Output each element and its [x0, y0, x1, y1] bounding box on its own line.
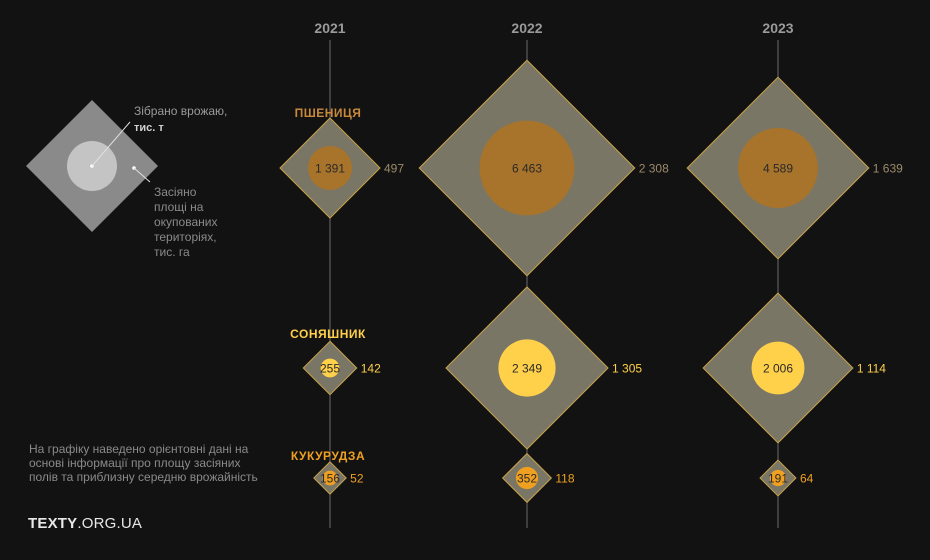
harvest-value-label: 191 — [768, 472, 788, 486]
harvest-value-label: 352 — [517, 472, 537, 486]
series-label-wheat: ПШЕНИЦЯ — [295, 106, 362, 120]
area-value-label: 52 — [350, 472, 364, 486]
area-value-label: 64 — [800, 472, 814, 486]
legend-area-line: окупованих — [154, 215, 217, 229]
harvest-circle-wheat-2023 — [738, 128, 818, 208]
area-value-label: 1 305 — [612, 362, 642, 376]
harvest-circle-wheat-2022 — [479, 120, 575, 216]
legend-harvest-unit: тис. т — [134, 122, 164, 134]
area-value-label: 1 639 — [873, 162, 903, 176]
area-value-label: 142 — [361, 362, 381, 376]
harvest-circle-corn-2021 — [322, 470, 338, 486]
area-value-label: 2 308 — [639, 162, 669, 176]
legend-area-leader — [133, 167, 151, 183]
harvest-circle-wheat-2021 — [308, 146, 352, 190]
harvest-circle-corn-2023 — [769, 469, 787, 487]
harvest-value-label: 1 391 — [315, 162, 345, 176]
harvest-value-label: 156 — [320, 472, 340, 486]
harvest-value-label: 2 006 — [763, 362, 793, 376]
area-value-label: 1 114 — [857, 362, 886, 376]
harvest-circle-corn-2022 — [515, 466, 539, 490]
legend-harvest-leader — [91, 121, 131, 167]
area-value-label: 497 — [384, 162, 404, 176]
year-label-2022: 2022 — [511, 20, 542, 36]
year-label-2021: 2021 — [314, 20, 345, 36]
series-label-sunflower: СОНЯШНИК — [290, 327, 366, 341]
legend-harvest-label: Зібрано врожаю, — [134, 104, 227, 118]
harvest-circle-sunflower-2021 — [320, 358, 340, 378]
harvest-value-label: 2 349 — [512, 362, 542, 376]
harvest-value-label: 255 — [320, 362, 340, 376]
harvest-circle-sunflower-2023 — [751, 341, 805, 395]
brand-rest: .ORG.UA — [77, 515, 143, 532]
harvest-value-label: 6 463 — [512, 162, 542, 176]
legend-area-line: територіях, — [154, 230, 217, 244]
brand-bold: TEXTY — [28, 515, 78, 532]
legend-area-line: Засіяно — [154, 185, 197, 199]
legend-area-line: тис. га — [154, 245, 190, 259]
year-label-2023: 2023 — [762, 20, 793, 36]
legend-area-line: площі на — [154, 200, 204, 214]
series-label-corn: КУКУРУДЗА — [291, 449, 365, 463]
brand-logo: TEXTY.ORG.UA — [28, 515, 142, 532]
harvest-circle-sunflower-2022 — [498, 339, 556, 397]
chart-note: На графіку наведено орієнтовні дані на о… — [29, 442, 258, 484]
harvest-value-label: 4 589 — [763, 162, 793, 176]
area-value-label: 118 — [555, 472, 574, 486]
